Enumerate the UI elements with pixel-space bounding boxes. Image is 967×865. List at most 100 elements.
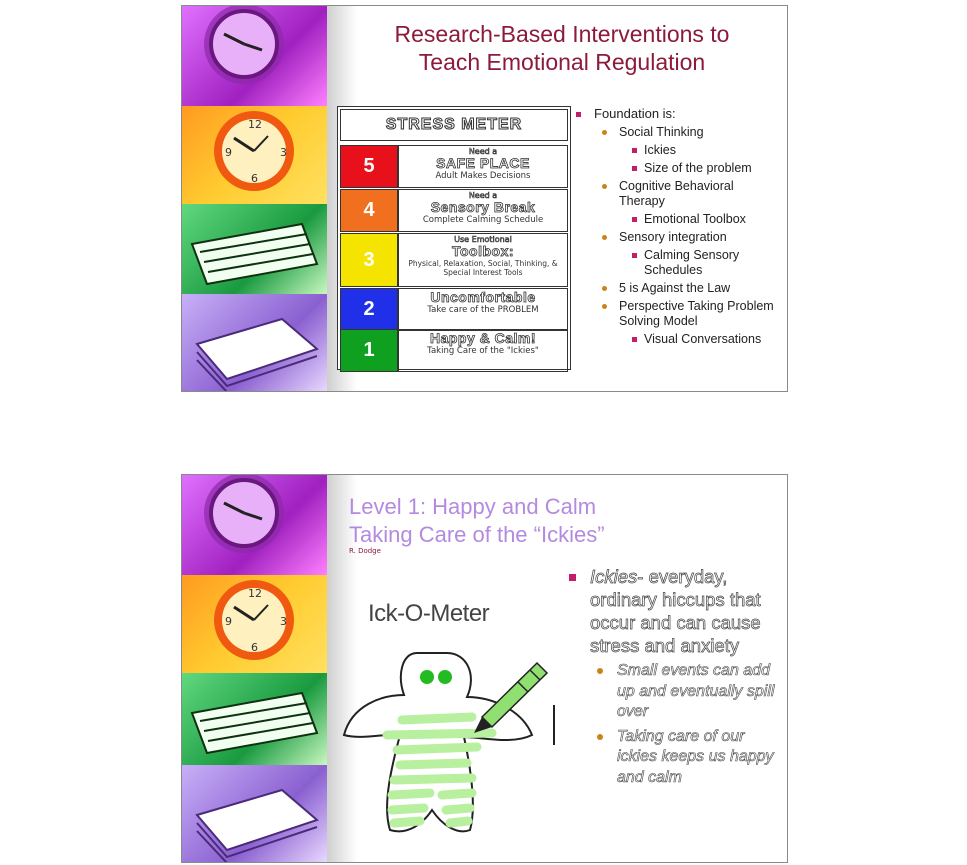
svg-text:3: 3 (280, 146, 287, 159)
outline-item: Emotional Toolbox (572, 212, 782, 227)
svg-text:9: 9 (225, 615, 232, 628)
outline-item: Size of the problem (572, 161, 782, 176)
clock-icon (204, 475, 284, 553)
square-bullet-icon (632, 253, 637, 258)
slide-title: Level 1: Happy and Calm Taking Care of t… (349, 493, 605, 549)
dot-bullet-icon (602, 184, 607, 189)
meter-level-number: 4 (340, 189, 398, 232)
svg-text:6: 6 (251, 641, 258, 654)
outline-item: Foundation is: (572, 106, 782, 122)
crayon-icon (474, 661, 549, 733)
square-bullet-icon (632, 148, 637, 153)
meter-sub-label: Taking Care of the "Ickies" (427, 346, 539, 356)
author-credit: R. Dodge (349, 547, 381, 555)
outline-item: Visual Conversations (572, 332, 782, 347)
ick-o-meter-figure (342, 652, 555, 833)
meter-level-text: Happy & Calm! Taking Care of the "Ickies… (398, 329, 568, 372)
meter-pre-label: Use Emotional (454, 235, 512, 245)
papers-image-green (182, 204, 327, 294)
sub-bullet: Taking care of our ickies keeps us happy… (566, 727, 781, 789)
foundation-outline: Foundation is: Social Thinking Ickies Si… (572, 106, 782, 350)
svg-text:12: 12 (248, 587, 262, 600)
ick-o-meter-title: Ick-O-Meter (368, 600, 490, 627)
decorative-photo-strip: 12 3 6 9 (182, 475, 327, 862)
meter-row-3: 3 Use Emotional Toolbox: Physical, Relax… (340, 233, 568, 287)
slide-title-line-2: Taking Care of the “Ickies” (349, 522, 605, 547)
square-bullet-icon (632, 337, 637, 342)
square-bullet-icon (569, 574, 576, 581)
books-image-purple (182, 294, 327, 391)
dot-bullet-icon (602, 286, 607, 291)
meter-row-5: 5 Need a SAFE PLACE Adult Makes Decision… (340, 145, 568, 188)
dot-bullet-icon (597, 668, 603, 674)
outline-item: Calming Sensory Schedules (572, 248, 782, 278)
green-scribble (382, 712, 497, 828)
meter-main-label: Toolbox: (451, 243, 515, 259)
dot-bullet-icon (602, 304, 607, 309)
outline-item: 5 is Against the Law (572, 281, 782, 296)
meter-row-1: 1 Happy & Calm! Taking Care of the "Icki… (340, 329, 568, 372)
svg-text:3: 3 (280, 615, 287, 628)
meter-level-number: 3 (340, 233, 398, 287)
stress-meter-heading: STRESS METER (340, 109, 568, 141)
right-eye-icon (438, 670, 452, 684)
svg-text:6: 6 (251, 172, 258, 185)
meter-level-number: 2 (340, 288, 398, 331)
strip-fade (327, 475, 357, 862)
clock-image-purple (182, 475, 327, 575)
books-image-purple (182, 765, 327, 862)
svg-text:12: 12 (248, 118, 262, 131)
meter-main-label: SAFE PLACE (436, 155, 530, 171)
clock-image-orange: 12 3 6 9 (182, 575, 327, 673)
clock-icon (204, 6, 284, 84)
slide-1: 12 3 6 9 Research-Based In (181, 5, 788, 392)
slide-title: Research-Based Interventions to Teach Em… (394, 21, 730, 75)
meter-pre-label: Need a (468, 191, 498, 201)
outline-item: Sensory integration (572, 230, 782, 245)
meter-sub-label: Take care of the PROBLEM (427, 305, 539, 315)
meter-sub-label: Physical, Relaxation, Social, Thinking, … (408, 259, 558, 277)
outline-item: Perspective Taking Problem Solving Model (572, 299, 782, 329)
bullet-ickies: Ickies- everyday, ordinary hiccups that … (566, 565, 781, 657)
slide-2: 12 3 6 9 Level 1: Ha (181, 474, 788, 863)
meter-level-text: Uncomfortable Take care of the PROBLEM (398, 288, 568, 331)
papers-image-green (182, 673, 327, 765)
left-eye-icon (420, 670, 434, 684)
square-bullet-icon (632, 166, 637, 171)
meter-level-text: Need a Sensory Break Complete Calming Sc… (398, 189, 568, 232)
meter-row-2: 2 Uncomfortable Take care of the PROBLEM (340, 288, 568, 331)
outline-item: Social Thinking (572, 125, 782, 140)
papers-icon (190, 691, 319, 755)
clock-icon: 12 3 6 9 (214, 111, 294, 191)
ickies-bullets: Ickies- everyday, ordinary hiccups that … (566, 565, 781, 792)
clock-icon: 12 3 6 9 (214, 580, 294, 660)
dot-bullet-icon (602, 130, 607, 135)
slide-title-line-1: Level 1: Happy and Calm (349, 494, 597, 519)
square-bullet-icon (632, 217, 637, 222)
meter-main-label: Uncomfortable (430, 289, 536, 305)
outline-item: Cognitive Behavioral Therapy (572, 179, 782, 209)
meter-sub-label: Adult Makes Decisions (435, 171, 531, 181)
meter-level-text: Use Emotional Toolbox: Physical, Relaxat… (398, 233, 568, 287)
meter-main-label: Happy & Calm! (429, 330, 537, 346)
svg-text:9: 9 (225, 146, 232, 159)
clock-image-orange: 12 3 6 9 (182, 106, 327, 204)
meter-row-4: 4 Need a Sensory Break Complete Calming … (340, 189, 568, 232)
meter-level-number: 1 (340, 329, 398, 372)
dot-bullet-icon (597, 733, 603, 740)
meter-level-text: Need a SAFE PLACE Adult Makes Decisions (398, 145, 568, 188)
square-bullet-icon (576, 112, 581, 117)
stress-meter-chart: STRESS METER 5 Need a SAFE PLACE Adult M… (337, 106, 571, 372)
clock-image-purple (182, 6, 327, 106)
papers-icon (190, 222, 319, 286)
meter-main-label: Sensory Break (430, 199, 536, 215)
meter-sub-label: Complete Calming Schedule (422, 215, 544, 225)
decorative-photo-strip: 12 3 6 9 (182, 6, 327, 391)
books-icon (195, 317, 319, 391)
figure-outline (342, 652, 534, 833)
sub-bullet: Small events can add up and eventually s… (566, 661, 781, 723)
meter-pre-label: Need a (468, 147, 498, 157)
books-icon (195, 788, 319, 862)
outline-item: Ickies (572, 143, 782, 158)
meter-level-number: 5 (340, 145, 398, 188)
